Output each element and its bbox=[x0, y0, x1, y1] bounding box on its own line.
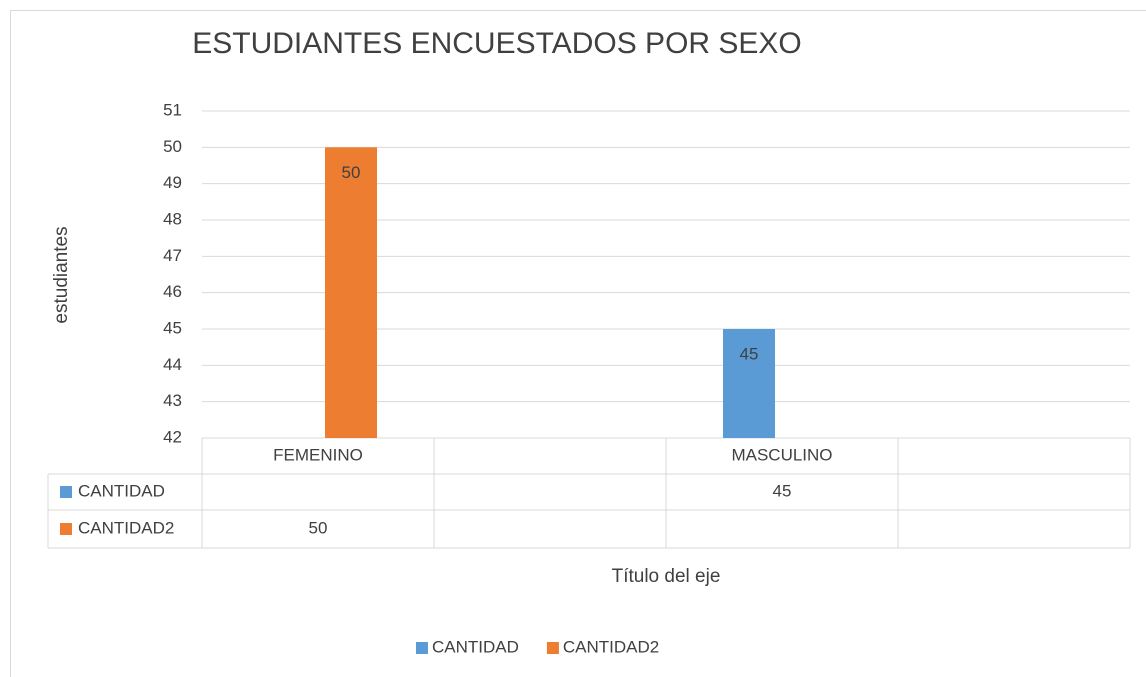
y-axis-title: estudiantes bbox=[51, 226, 72, 323]
y-tick-label: 47 bbox=[163, 246, 182, 265]
legend-key bbox=[60, 523, 72, 535]
table-value: 50 bbox=[309, 518, 328, 537]
table-series-name: CANTIDAD2 bbox=[78, 518, 174, 537]
legend-swatch bbox=[546, 642, 559, 654]
y-tick-label: 50 bbox=[163, 137, 182, 156]
y-tick-label: 48 bbox=[163, 209, 182, 228]
y-tick-label: 49 bbox=[163, 173, 182, 192]
y-tick-label: 44 bbox=[163, 355, 182, 374]
table-value: 45 bbox=[773, 481, 792, 500]
x-tick-label: MASCULINO bbox=[731, 445, 832, 464]
y-tick-label: 51 bbox=[163, 100, 182, 119]
y-tick-label: 42 bbox=[163, 427, 182, 446]
y-tick-label: 46 bbox=[163, 282, 182, 301]
chart-border bbox=[10, 10, 1146, 677]
x-axis-title: Título del eje bbox=[612, 566, 721, 587]
legend-swatch bbox=[416, 642, 428, 654]
legend-label: CANTIDAD2 bbox=[563, 637, 659, 656]
legend-label: CANTIDAD bbox=[432, 637, 519, 656]
x-tick-label: FEMENINO bbox=[273, 445, 363, 464]
data-label: 45 bbox=[740, 344, 759, 363]
legend-key bbox=[60, 486, 72, 498]
table-series-name: CANTIDAD bbox=[78, 481, 165, 500]
bar bbox=[723, 329, 775, 438]
y-tick-label: 45 bbox=[163, 318, 182, 337]
y-tick-label: 43 bbox=[163, 391, 182, 410]
data-label: 50 bbox=[342, 163, 361, 182]
bar bbox=[325, 147, 377, 439]
chart-title: ESTUDIANTES ENCUESTADOS POR SEXO bbox=[192, 27, 802, 60]
